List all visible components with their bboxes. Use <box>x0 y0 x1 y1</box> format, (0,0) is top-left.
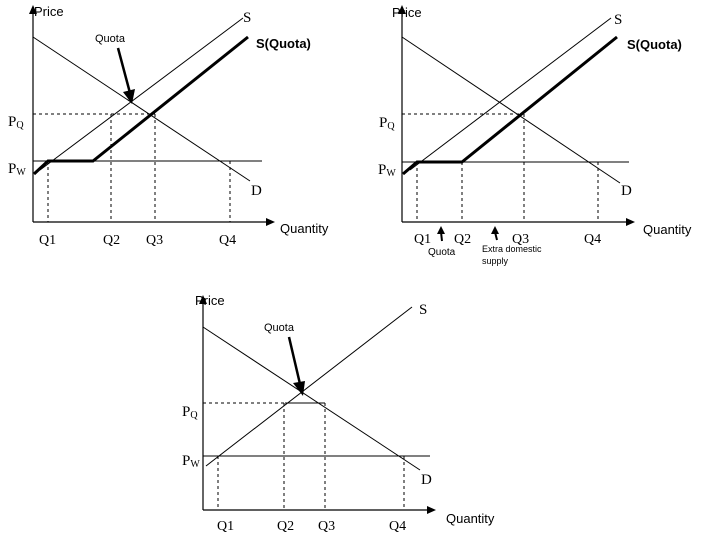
demand-label: D <box>251 183 262 199</box>
quota-label: Quota <box>264 322 295 334</box>
supply-curve <box>205 306 413 467</box>
demand-label: D <box>621 183 632 199</box>
q3-label: Q3 <box>146 233 163 248</box>
price-axis-label: Price <box>392 5 422 20</box>
quota-label: Quota <box>95 33 126 45</box>
quantity-axis-label: Quantity <box>643 222 692 237</box>
q4-label: Q4 <box>584 232 601 247</box>
panel-1: Price Quantity Quota S S(Quota) D PQ PW … <box>8 4 329 248</box>
quota-pointer-arrow-icon <box>293 381 305 396</box>
panel-2: Price Quantity S S(Quota) D PQ PW Q1 Q2 … <box>378 5 692 266</box>
demand-label: D <box>421 472 432 488</box>
supply-with-quota-curve <box>402 35 618 176</box>
q2-label: Q2 <box>454 232 471 247</box>
supply-quota-label: S(Quota) <box>256 36 311 51</box>
supply-label: S <box>614 12 622 28</box>
pq-label: PQ <box>379 115 395 132</box>
quota-note-arrow-icon <box>437 226 445 234</box>
quota-pointer <box>116 47 132 94</box>
quantity-axis-label: Quantity <box>280 221 329 236</box>
pw-label: PW <box>378 162 396 179</box>
quantity-axis-arrow-icon <box>266 218 275 226</box>
quota-pointer <box>287 336 302 385</box>
pw-label: PW <box>182 453 200 470</box>
price-axis-label: Price <box>34 4 64 19</box>
demand-curve <box>32 36 251 182</box>
q1-label: Q1 <box>39 233 56 248</box>
q3-label: Q3 <box>318 519 335 534</box>
q1-label: Q1 <box>414 232 431 247</box>
q2-label: Q2 <box>277 519 294 534</box>
price-axis-label: Price <box>195 293 225 308</box>
quota-pointer-arrow-icon <box>123 89 135 104</box>
extra-supply-label-line2: supply <box>482 256 509 266</box>
supply-curve <box>39 17 244 171</box>
q4-label: Q4 <box>389 519 406 534</box>
demand-curve <box>202 326 421 471</box>
price-axis-arrow-icon <box>29 5 37 14</box>
supply-label: S <box>243 10 251 26</box>
price-axis-arrow-icon <box>199 295 207 304</box>
pq-label: PQ <box>182 404 198 421</box>
quantity-axis-arrow-icon <box>626 218 635 226</box>
price-axis-arrow-icon <box>398 5 406 14</box>
panel-3: Price Quantity Quota S D PQ PW Q1 Q2 Q3 … <box>182 293 495 534</box>
supply-quota-label: S(Quota) <box>627 37 682 52</box>
extra-supply-arrow-icon <box>491 226 499 234</box>
q2-label: Q2 <box>103 233 120 248</box>
pw-label: PW <box>8 161 26 178</box>
pq-label: PQ <box>8 114 24 131</box>
q3-label: Q3 <box>512 232 529 247</box>
quantity-axis-arrow-icon <box>427 506 436 514</box>
q4-label: Q4 <box>219 233 236 248</box>
supply-label: S <box>419 302 427 318</box>
demand-curve <box>401 36 621 184</box>
supply-curve <box>409 17 612 171</box>
extra-supply-label-line1: Extra domestic <box>482 244 542 254</box>
quota-note-label: Quota <box>428 247 456 258</box>
supply-with-quota-curve <box>32 35 249 176</box>
q1-label: Q1 <box>217 519 234 534</box>
quantity-axis-label: Quantity <box>446 511 495 526</box>
